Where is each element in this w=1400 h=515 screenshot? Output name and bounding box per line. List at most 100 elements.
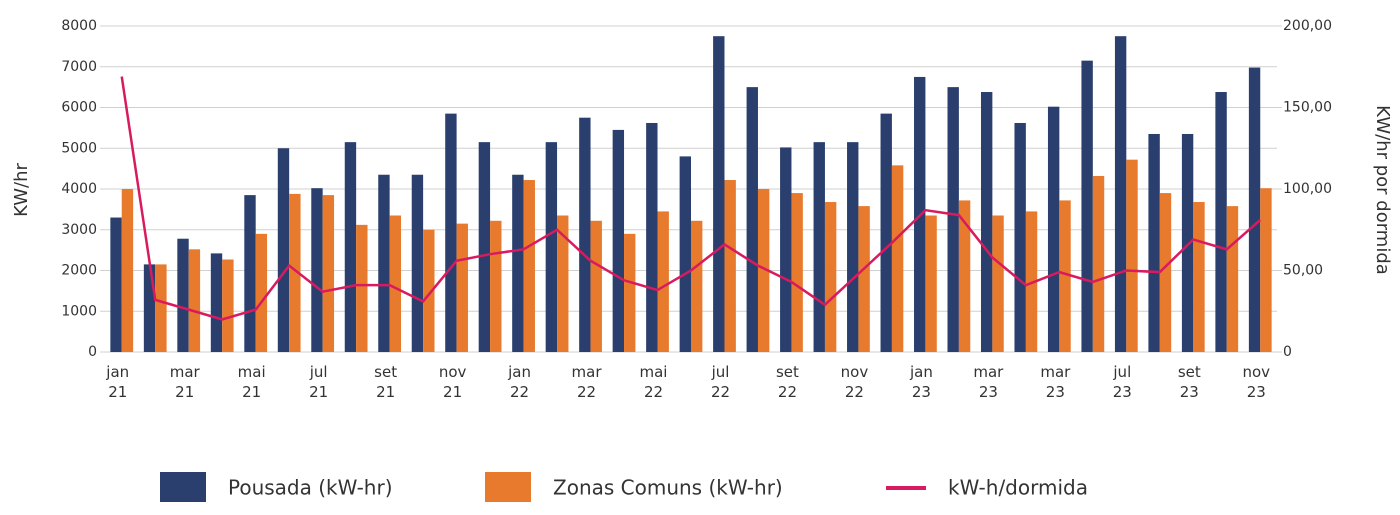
legend-label: Pousada (kW-hr): [228, 476, 393, 500]
x-tick-label: set 22: [775, 363, 799, 401]
bar: [356, 224, 368, 352]
bar: [155, 264, 167, 352]
bar: [423, 229, 435, 352]
bar: [1159, 193, 1172, 352]
y-tick-label: 4000: [61, 181, 97, 197]
bar: [657, 211, 669, 352]
bar: [311, 188, 323, 352]
x-tick-label: jan 22: [508, 363, 531, 401]
bar: [478, 142, 491, 352]
bar: [445, 113, 457, 352]
bar: [858, 206, 870, 352]
x-tick-label: mar 23: [973, 363, 1004, 401]
y-tick-label: 7000: [61, 59, 97, 75]
bar: [1148, 133, 1160, 352]
bar: [512, 174, 524, 352]
bar: [947, 87, 959, 352]
bar: [880, 113, 892, 352]
legend-swatch: [160, 472, 206, 502]
bar: [691, 220, 703, 352]
bar: [590, 220, 602, 352]
bar: [411, 174, 424, 352]
x-tick-label: mar 21: [169, 363, 200, 401]
bar: [545, 142, 558, 352]
y-tick-label: 5000: [61, 140, 97, 156]
bar: [177, 238, 189, 352]
bar: [344, 142, 357, 352]
bar: [713, 36, 725, 352]
y-tick-label: 8000: [61, 18, 97, 34]
bar: [757, 189, 770, 352]
bar: [244, 195, 256, 352]
bar: [958, 200, 971, 352]
y-tick-label: 3000: [61, 222, 97, 238]
bar: [121, 189, 134, 352]
bar: [255, 233, 268, 352]
bar: [210, 253, 223, 352]
x-tick-label: mar 22: [571, 363, 602, 401]
bar: [389, 215, 402, 352]
bar: [222, 259, 234, 352]
y2-tick-label: 0: [1283, 344, 1292, 360]
bar: [1047, 106, 1060, 352]
bar: [579, 117, 591, 352]
bar: [1181, 133, 1194, 352]
bar: [1014, 122, 1026, 352]
bar: [1081, 60, 1093, 352]
x-tick-label: mar 23: [1040, 363, 1071, 401]
bar: [746, 87, 758, 352]
y2-tick-label: 200,00: [1283, 18, 1332, 34]
bar: [646, 122, 658, 352]
bar: [188, 249, 201, 352]
line: [120, 76, 1262, 321]
bar: [1260, 188, 1272, 352]
legend-label: Zonas Comuns (kW-hr): [553, 476, 783, 500]
x-tick-label: nov 23: [1242, 363, 1271, 401]
bar: [847, 142, 859, 352]
bar: [980, 92, 993, 352]
bar: [925, 215, 937, 352]
bar: [1248, 67, 1261, 352]
bar: [780, 147, 792, 352]
x-tick-label: nov 21: [438, 363, 467, 401]
bar: [813, 142, 825, 352]
x-tick-label: set 23: [1177, 363, 1201, 401]
bar: [791, 193, 803, 352]
bar: [143, 264, 156, 352]
bar: [110, 217, 122, 352]
bar: [322, 195, 335, 352]
y-tick-label: 2000: [61, 263, 97, 279]
x-tick-label: mai 22: [639, 363, 668, 401]
y2-tick-label: 150,00: [1283, 100, 1332, 116]
x-tick-label: jan 21: [106, 363, 130, 401]
bar: [679, 156, 691, 352]
bar: [992, 215, 1004, 352]
bar: [1114, 36, 1127, 352]
bar: [724, 180, 736, 352]
bar: [1092, 175, 1105, 352]
bar: [1226, 206, 1239, 352]
y-tick-label: 0: [88, 344, 97, 360]
bar: [1193, 202, 1205, 352]
bar: [1215, 92, 1227, 352]
x-tick-label: set 21: [374, 363, 398, 401]
x-tick-label: jul 21: [309, 363, 329, 401]
bar: [277, 148, 290, 352]
bar: [1126, 159, 1138, 352]
bar: [523, 180, 535, 352]
x-tick-label: jan 23: [909, 363, 933, 401]
bar: [378, 174, 390, 352]
x-tick-label: jul 22: [710, 363, 731, 401]
bar: [624, 233, 636, 352]
x-tick-label: mai 21: [237, 363, 266, 401]
x-tick-label: nov 22: [840, 363, 869, 401]
y2-tick-label: 100,00: [1283, 181, 1332, 197]
bar: [557, 215, 569, 352]
y-axis-label: KW/hr: [11, 162, 32, 216]
bar: [456, 223, 468, 352]
x-tick-label: jul 23: [1112, 363, 1132, 401]
y-tick-label: 1000: [61, 303, 97, 319]
y2-tick-label: 50,00: [1283, 263, 1323, 279]
